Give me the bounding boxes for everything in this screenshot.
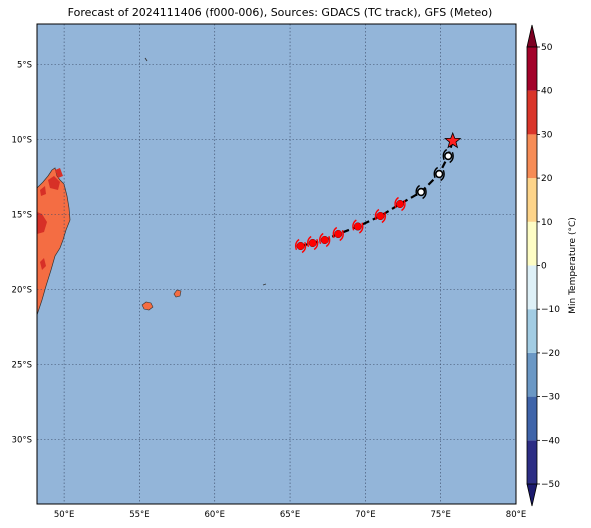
storm-symbol-icon xyxy=(376,211,385,221)
cyclone-arm-icon xyxy=(374,208,380,221)
cyclone-arm-icon xyxy=(381,211,387,224)
colorbar-segment xyxy=(527,47,537,91)
storm-symbol-icon xyxy=(395,199,405,209)
cyclone-arm-icon xyxy=(319,232,324,245)
map-gridlines xyxy=(37,24,516,504)
lon-tick-label: 50°E xyxy=(54,510,74,520)
cyclone-arm-icon xyxy=(442,148,448,161)
colorbar-tick-label: 0 xyxy=(541,262,547,272)
colorbar-tick-label: 10 xyxy=(541,218,553,228)
track-point-low xyxy=(433,166,445,182)
cyclone-arm-icon xyxy=(301,241,307,254)
track-point-storm xyxy=(319,232,331,248)
track-point-storm xyxy=(332,226,344,242)
cyclone-arm-icon xyxy=(401,199,406,212)
low-symbol-icon xyxy=(416,187,426,197)
colorbar-segment xyxy=(527,221,537,266)
colorbar-segment xyxy=(527,90,537,135)
storm-symbol-icon xyxy=(353,222,362,231)
lat-tick-label: 25°S xyxy=(12,361,32,371)
cyclone-track xyxy=(295,131,462,254)
cyclone-arm-icon xyxy=(295,238,300,251)
lat-tick-label: 30°S xyxy=(12,436,32,446)
colorbar-tick-label: −50 xyxy=(541,480,560,490)
track-point-low xyxy=(442,148,454,164)
current-position-star-icon xyxy=(444,131,462,149)
lon-tick-label: 65°E xyxy=(280,510,300,520)
lon-tick-label: 80°E xyxy=(506,510,526,520)
track-point-low xyxy=(415,184,427,200)
track-point-storm xyxy=(295,238,307,254)
colorbar-tick-label: −20 xyxy=(541,349,560,359)
colorbar-segment xyxy=(527,352,537,397)
colorbar-segment xyxy=(527,309,537,353)
colorbar-tick-label: 40 xyxy=(541,87,553,97)
storm-symbol-icon xyxy=(320,235,329,245)
lat-tick-label: 20°S xyxy=(12,286,32,296)
colorbar-tick-label: 30 xyxy=(541,130,553,140)
reunion-island xyxy=(141,301,154,311)
colorbar-segment xyxy=(527,396,537,441)
lat-tick-label: 10°S xyxy=(12,136,32,146)
low-symbol-icon xyxy=(434,169,444,179)
map-frame xyxy=(36,23,517,505)
cyclone-arm-icon xyxy=(307,235,312,248)
cyclone-arm-icon xyxy=(422,187,427,200)
cyclone-arm-icon xyxy=(440,169,445,182)
agalega-islet xyxy=(144,57,148,62)
low-symbol-icon xyxy=(444,151,453,161)
cyclone-arm-icon xyxy=(394,196,399,209)
cyclone-arm-icon xyxy=(332,226,338,239)
lon-tick-label: 75°E xyxy=(430,510,450,520)
colorbar-tick-label: −10 xyxy=(541,305,560,315)
cyclone-arm-icon xyxy=(313,238,319,251)
track-point-storm xyxy=(352,219,364,234)
track-point-storm xyxy=(307,235,319,251)
colorbar-segment xyxy=(527,440,537,484)
colorbar-over-triangle xyxy=(526,24,538,48)
rodrigues-islet xyxy=(262,283,267,286)
lat-tick-label: 5°S xyxy=(17,61,32,71)
temperature-colorbar: −50 −40 −30 −20 −10 0 10 20 30 40 50 Min Temperatur… xyxy=(526,24,578,507)
lon-tick-label: 55°E xyxy=(129,510,149,520)
colorbar-tick-label: −30 xyxy=(541,393,560,403)
lat-tick-label: 15°S xyxy=(12,211,32,221)
colorbar-segment xyxy=(527,265,537,310)
storm-symbol-icon xyxy=(296,241,305,251)
cyclone-arm-icon xyxy=(325,235,331,248)
colorbar-under-triangle xyxy=(526,483,538,507)
madagascar-landmass xyxy=(37,167,71,316)
mauritius-island xyxy=(173,289,182,298)
cyclone-arm-icon xyxy=(352,219,357,231)
map-axes: 50°E 55°E 60°E 65°E 70°E 75°E 80°E 5°S 10°S 15°S 2… xyxy=(12,61,527,521)
ocean-background xyxy=(37,24,516,504)
track-point-storm xyxy=(394,196,406,212)
track-point-current xyxy=(444,131,462,149)
cyclone-arm-icon xyxy=(433,166,439,179)
colorbar-tick-label: 50 xyxy=(541,43,553,53)
colorbar-segment xyxy=(527,134,537,179)
lon-tick-label: 70°E xyxy=(355,510,375,520)
cyclone-arm-icon xyxy=(339,229,344,242)
lon-tick-label: 60°E xyxy=(205,510,225,520)
colorbar-tick-label: 20 xyxy=(541,174,553,184)
track-point-storm xyxy=(374,208,387,224)
colorbar-segment xyxy=(527,178,537,222)
storm-symbol-icon xyxy=(334,229,343,239)
cyclone-arm-icon xyxy=(415,184,421,197)
storm-symbol-icon xyxy=(308,238,317,248)
cyclone-arm-icon xyxy=(449,151,454,164)
colorbar-label: Min Temperature (°C) xyxy=(568,217,578,314)
map-title: Forecast of 2024111406 (f000-006), Sourc… xyxy=(67,6,493,19)
cyclone-arm-icon xyxy=(358,222,364,234)
colorbar-tick-label: −40 xyxy=(541,436,560,446)
